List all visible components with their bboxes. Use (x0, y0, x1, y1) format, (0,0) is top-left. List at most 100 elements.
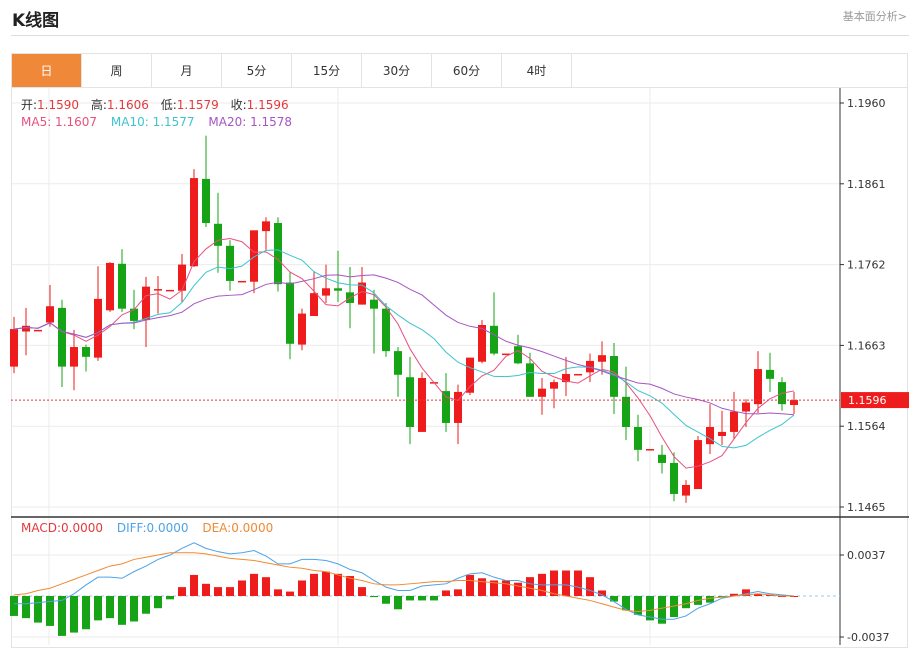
dea-value: DEA:0.0000 (202, 521, 274, 535)
price-tick-label: 1.1564 (847, 420, 886, 433)
macd-bar (370, 596, 378, 598)
macd-bar (82, 596, 90, 630)
candle-up (538, 388, 546, 397)
tab-30min[interactable]: 30分 (362, 54, 432, 87)
macd-bar (442, 590, 450, 596)
close-value: 1.1596 (246, 98, 289, 112)
candle-up (502, 353, 510, 356)
macd-bar (514, 582, 522, 596)
candle-up (646, 449, 654, 451)
macd-bar (322, 571, 330, 596)
macd-bar (346, 576, 354, 596)
candle-up (238, 280, 246, 283)
diff-value: DIFF:0.0000 (116, 521, 189, 535)
ma10-line (13, 249, 795, 449)
candle-down (610, 356, 618, 397)
macd-bar (142, 596, 150, 614)
candle-up (190, 178, 198, 267)
candle-up (142, 286, 150, 321)
candle-up (262, 221, 270, 232)
candle-down (130, 308, 138, 321)
macd-bar (262, 577, 270, 596)
ma20-line (13, 274, 795, 416)
macd-bar (226, 587, 234, 596)
candle-up (478, 324, 486, 362)
macd-bar (178, 587, 186, 596)
candle-up (178, 264, 186, 291)
macd-bar (658, 596, 666, 624)
candle-up (358, 282, 366, 305)
macd-bar (646, 596, 654, 621)
tab-day[interactable]: 日 (12, 54, 82, 87)
dea-line (13, 552, 794, 613)
macd-bar (94, 596, 102, 621)
candle-up (586, 360, 594, 373)
ma-info: MA5: 1.1607 MA10: 1.1577 MA20: 1.1578 (21, 115, 296, 129)
candle-down (490, 325, 498, 354)
page-title: K线图 (12, 11, 60, 31)
fundamental-analysis-link[interactable]: 基本面分析> (842, 10, 907, 23)
candle-up (694, 440, 702, 490)
tab-4hour[interactable]: 4时 (502, 54, 572, 87)
candle-down (526, 363, 534, 397)
macd-bar (502, 580, 510, 596)
tab-60min[interactable]: 60分 (432, 54, 502, 87)
candle-up (22, 325, 30, 332)
macd-bar (382, 596, 390, 604)
candle-down (394, 351, 402, 375)
candle-down (442, 391, 450, 423)
macd-bar (118, 596, 126, 625)
open-label: 开: (21, 98, 38, 112)
candle-up (682, 484, 690, 496)
macd-bar (106, 596, 114, 619)
candle-up (754, 369, 762, 405)
candle-down (82, 347, 90, 357)
macd-bar (550, 570, 558, 596)
macd-bar (718, 596, 726, 598)
period-tabs: 日 周 月 5分 15分 30分 60分 4时 (11, 53, 908, 88)
candle-up (562, 373, 570, 383)
price-tick-label: 1.1465 (847, 501, 886, 514)
candle-up (298, 313, 306, 345)
candle-down (226, 245, 234, 281)
macd-bar (202, 583, 210, 596)
candle-up (550, 382, 558, 389)
macd-bar (406, 596, 414, 601)
ohlc-info: 开:1.1590 高:1.1606 低:1.1579 收:1.1596 (21, 96, 293, 113)
candle-up (742, 402, 750, 412)
macd-bar (598, 590, 606, 596)
candle-up (46, 306, 54, 323)
candle-down (406, 377, 414, 428)
candle-down (658, 454, 666, 463)
candle-down (634, 427, 642, 450)
macd-bar (490, 580, 498, 596)
candle-up (706, 427, 714, 445)
low-label: 低: (160, 98, 177, 112)
candle-up (322, 288, 330, 296)
candle-down (670, 462, 678, 494)
macd-bar (214, 587, 222, 596)
macd-bar (238, 580, 246, 596)
macd-bar (634, 596, 642, 615)
kline-chart-area[interactable] (11, 88, 908, 648)
candle-up (418, 378, 426, 432)
tab-15min[interactable]: 15分 (292, 54, 362, 87)
tab-month[interactable]: 月 (152, 54, 222, 87)
candle-up (598, 355, 606, 362)
candle-down (382, 308, 390, 352)
candle-down (622, 396, 630, 428)
candle-up (94, 298, 102, 358)
macd-info: MACD:0.0000 DIFF:0.0000 DEA:0.0000 (21, 521, 277, 535)
candle-up (790, 400, 798, 405)
macd-bar (526, 577, 534, 596)
macd-bar (610, 596, 618, 602)
macd-bar (706, 596, 714, 603)
tab-week[interactable]: 周 (82, 54, 152, 87)
candle-up (250, 230, 258, 282)
macd-bar (358, 587, 366, 596)
macd-bar (670, 596, 678, 618)
tab-5min[interactable]: 5分 (222, 54, 292, 87)
macd-bar (190, 574, 198, 596)
macd-bar (574, 570, 582, 596)
